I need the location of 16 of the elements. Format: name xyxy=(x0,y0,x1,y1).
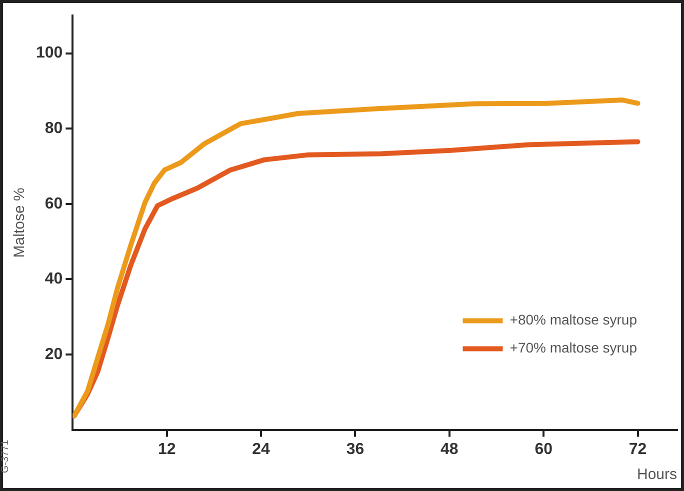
x-tick-label: 72 xyxy=(628,440,647,458)
y-tick-label: 100 xyxy=(36,44,63,62)
x-axis-title: Hours xyxy=(636,466,677,484)
x-tick-label: 48 xyxy=(440,440,458,458)
legend-label: +80% maltose syrup xyxy=(510,312,638,328)
y-tick-label: 40 xyxy=(44,270,63,288)
y-axis-title: Maltose % xyxy=(11,188,28,258)
y-tick-label: 20 xyxy=(44,346,63,363)
x-tick-label: 36 xyxy=(346,440,364,458)
x-tick-label: 60 xyxy=(534,440,553,458)
x-tick-label: 24 xyxy=(252,440,270,458)
text: G-3771 xyxy=(0,440,12,474)
x-tick-label: 12 xyxy=(158,440,176,458)
y-tick-label: 60 xyxy=(44,195,63,212)
legend-label: +70% maltose syrup xyxy=(510,340,638,356)
y-tick-label: 80 xyxy=(44,120,63,137)
